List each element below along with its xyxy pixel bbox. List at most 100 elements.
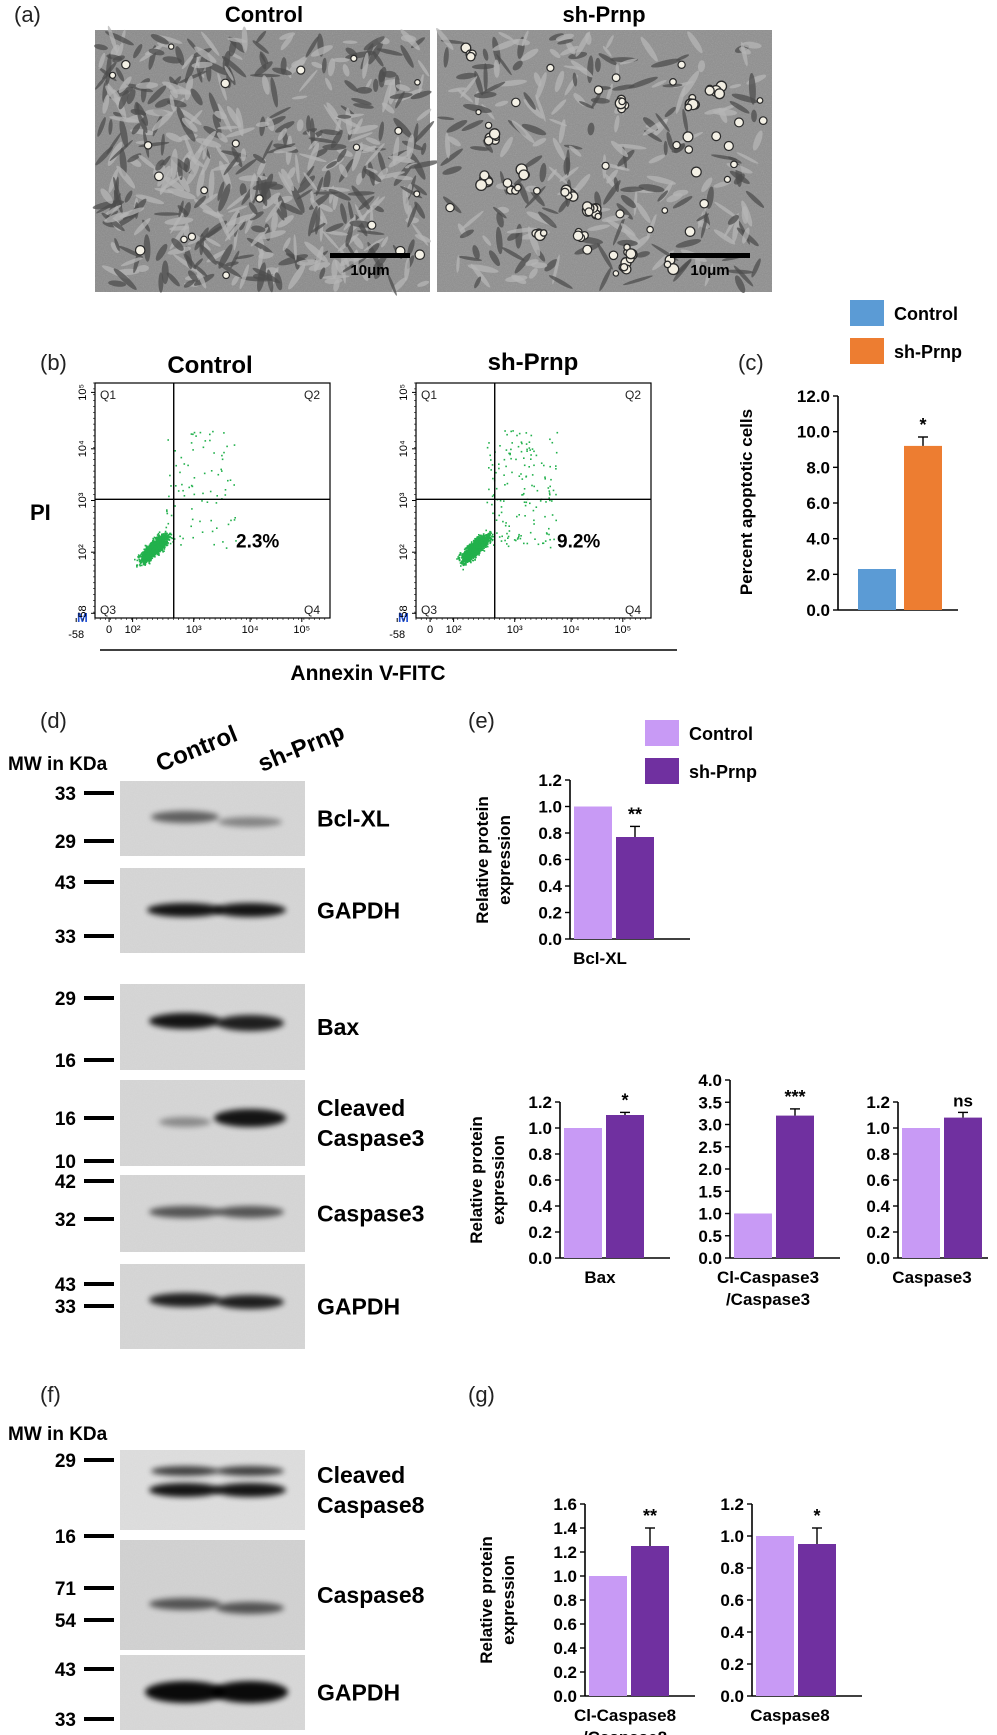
mw-marker-label: 16 xyxy=(55,1051,76,1072)
y-axis-label: Relative protein xyxy=(473,796,492,924)
y-tick-label: 1.0 xyxy=(553,1567,577,1586)
y-tick-label: 0.4 xyxy=(553,1639,577,1658)
lane-label-shprnp: sh-Prnp xyxy=(254,719,348,778)
y-tick-label: 1.4 xyxy=(553,1519,577,1538)
y-tick-label: 0.0 xyxy=(866,1249,890,1268)
blot-label: Caspase3 xyxy=(317,1201,424,1227)
flow-plot-control: Q1 Q2 Q3 Q4 2.3% M 10⁵ 10⁴ 10³ 10² -58 -58 0 10² 10³ 10… xyxy=(68,382,331,641)
panel-label-c: (c) xyxy=(738,350,764,375)
y-tick-label: 0.0 xyxy=(806,601,830,620)
flow-y-tick: 10³ xyxy=(77,492,89,508)
mw-marker-label: 16 xyxy=(55,1109,76,1130)
band xyxy=(216,1466,284,1476)
y-tick-label: 6.0 xyxy=(806,494,830,513)
y-tick-label: 1.0 xyxy=(866,1119,890,1138)
y-tick-label: 1.2 xyxy=(866,1093,890,1112)
flow-plot-frame xyxy=(94,382,331,619)
y-tick-label: 4.0 xyxy=(806,530,830,549)
flow-title-control: Control xyxy=(167,352,252,379)
y-axis-label: Relative protein xyxy=(467,1116,486,1244)
y-tick-label: 0.0 xyxy=(553,1687,577,1706)
y-tick-label: 0.0 xyxy=(538,930,562,949)
x-axis-label: Caspase3 xyxy=(892,1268,971,1287)
mw-marker-label: 43 xyxy=(55,1660,76,1681)
panel-label-b: (b) xyxy=(40,350,67,375)
y-axis-label: Percent apoptotic cells xyxy=(737,409,756,595)
blot-label: GAPDH xyxy=(317,1294,400,1320)
quadrant-label: Q4 xyxy=(625,603,641,617)
y-tick-label: 0.4 xyxy=(866,1197,890,1216)
band xyxy=(214,1483,286,1497)
bar-sh-prnp xyxy=(776,1115,814,1258)
mw-marker-label: 43 xyxy=(55,873,76,894)
panel-label-a: (a) xyxy=(14,2,41,27)
band xyxy=(151,811,219,823)
y-tick-label: 0.6 xyxy=(553,1615,577,1634)
scale-bar-label-shprnp: 10μm xyxy=(690,262,729,279)
mw-label-f: MW in KDa xyxy=(8,1424,108,1445)
y-tick-label: 4.0 xyxy=(698,1071,722,1090)
y-axis-label: expression xyxy=(489,1135,508,1225)
blot-gapdh: 43 33 GAPDH xyxy=(55,1655,400,1731)
blot-label: GAPDH xyxy=(317,898,400,924)
x-axis-label: Cl-Caspase3 xyxy=(717,1268,819,1287)
chart-g2: 0.0 0.2 0.4 0.6 0.8 1.0 1.2 * Caspase8 xyxy=(720,1495,862,1725)
blots-d: 3329Bcl-XL4333GAPDH2916Bax1610CleavedCas… xyxy=(55,781,424,1349)
y-tick-label: 3.0 xyxy=(698,1116,722,1135)
panel-label-f: (f) xyxy=(40,1382,61,1407)
blot-gapdh: 43 33 GAPDH xyxy=(55,868,400,953)
flow-plot-shprnp: Q1 Q2 Q3 Q4 9.2% M 10⁵ 10⁴ 10³ 10² -58 -58 0 10² 10³ 10… xyxy=(389,382,652,641)
micrograph-shprnp: 10μm xyxy=(436,28,772,294)
blot-cleaved-caspase8: 29 16 Cleaved Caspase8 xyxy=(55,1450,425,1548)
band xyxy=(216,1015,284,1031)
y-tick-label: 0.2 xyxy=(528,1223,552,1242)
band xyxy=(214,1109,286,1127)
y-tick-label: 0.6 xyxy=(528,1171,552,1190)
flow-x-tick: 10⁵ xyxy=(293,624,310,636)
band xyxy=(216,1206,284,1218)
band xyxy=(212,1681,288,1703)
y-tick-label: 0.2 xyxy=(553,1663,577,1682)
y-tick-label: 2.0 xyxy=(806,565,830,584)
chart-e1: 0.0 0.2 0.4 0.6 0.8 1.0 1.2 ** Bcl-XL Relative pr… xyxy=(473,720,757,968)
bar-sh-prnp xyxy=(616,837,654,939)
y-tick-label: 0.8 xyxy=(866,1145,890,1164)
y-tick-label: 3.5 xyxy=(698,1093,722,1112)
y-tick-label: 8.0 xyxy=(806,458,830,477)
y-tick-label: 2.0 xyxy=(698,1160,722,1179)
band xyxy=(147,903,223,917)
chart-g1: 0.0 0.2 0.4 0.6 0.8 1.0 1.2 1.4 1.6 ** Cl-Caspase8… xyxy=(477,1495,695,1735)
y-tick-label: 0.4 xyxy=(528,1197,552,1216)
blot-caspase3: 42 32 Caspase3 xyxy=(55,1172,424,1252)
flow-x-tick: -58 xyxy=(389,629,405,641)
flow-x-tick: 10⁵ xyxy=(614,624,631,636)
blot-label: Bax xyxy=(317,1014,359,1040)
flow-y-tick: 10⁵ xyxy=(77,384,89,401)
flow-y-tick: -58 xyxy=(398,605,410,621)
y-tick-label: 1.2 xyxy=(528,1093,552,1112)
scale-bar-control xyxy=(330,253,410,258)
bar-sh-prnp xyxy=(944,1117,982,1258)
mw-marker-label: 33 xyxy=(55,927,76,948)
panel-g: (g) 0.0 0.2 0.4 0.6 0.8 1.0 1.2 1.4 1.6 ** Cl-Casp… xyxy=(468,1382,862,1735)
flow-x-tick: 10⁴ xyxy=(242,624,259,636)
panel-d: (d) MW in KDa Control sh-Prnp 33 29 Bcl-XL… xyxy=(8,708,424,1349)
band xyxy=(214,903,286,917)
y-tick-label: 0.2 xyxy=(538,904,562,923)
y-tick-label: 0.5 xyxy=(698,1227,722,1246)
band xyxy=(149,1598,221,1610)
x-axis-label: Bcl-XL xyxy=(573,949,627,968)
x-axis-label: Caspase8 xyxy=(750,1706,829,1725)
y-tick-label: 1.5 xyxy=(698,1182,722,1201)
mw-marker-label: 32 xyxy=(55,1210,76,1231)
band xyxy=(216,1602,284,1614)
legend-label: sh-Prnp xyxy=(894,342,962,362)
blot-bcl-xl: 33 29 Bcl-XL xyxy=(55,781,390,856)
panel-f: (f) MW in KDa 29 16 Cleaved Caspase8 71 54 Cas… xyxy=(8,1382,425,1731)
legend-label: sh-Prnp xyxy=(689,762,757,782)
significance-mark: * xyxy=(621,1090,628,1110)
mw-marker-label: 29 xyxy=(55,1451,76,1472)
band xyxy=(149,1206,221,1218)
panel-a: (a) Control sh-Prnp 10μm 10μm xyxy=(14,2,772,296)
mw-marker-label: 16 xyxy=(55,1527,76,1548)
